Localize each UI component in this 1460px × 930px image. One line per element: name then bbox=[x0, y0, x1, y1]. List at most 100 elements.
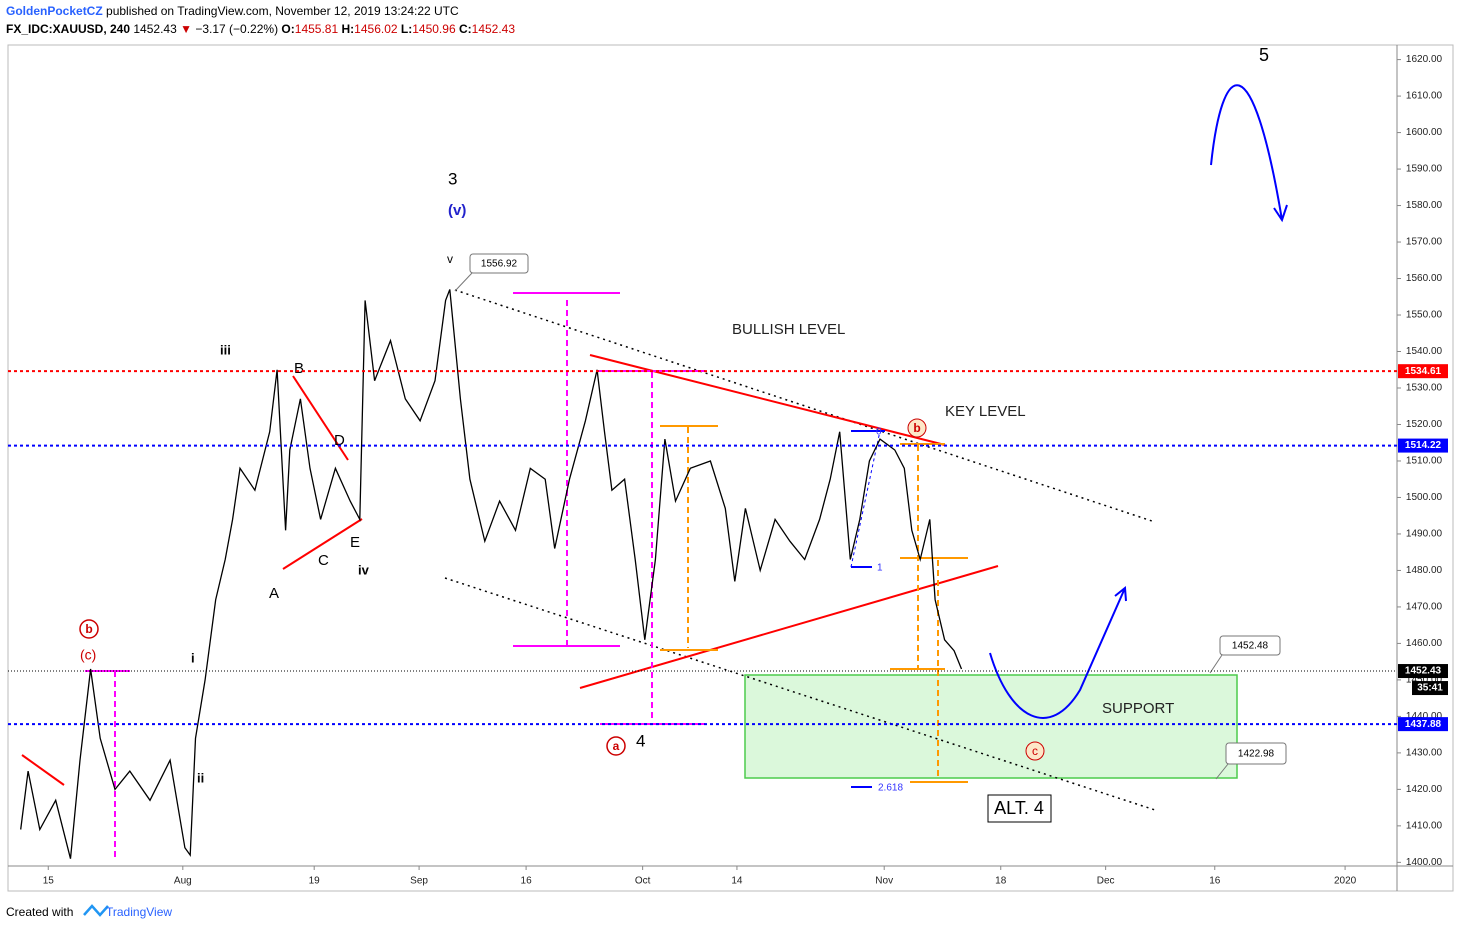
y-tick-label: 1490.00 bbox=[1406, 529, 1443, 540]
y-tick-label: 1550.00 bbox=[1406, 310, 1443, 321]
price-line bbox=[20, 289, 963, 859]
y-tick-label: 1600.00 bbox=[1406, 127, 1443, 138]
header-line: GoldenPocketCZ published on TradingView.… bbox=[6, 4, 459, 18]
orange-projections bbox=[660, 425, 968, 783]
y-tick-label: 1420.00 bbox=[1406, 784, 1443, 795]
trend-line bbox=[21, 754, 65, 786]
y-tick-label: 1530.00 bbox=[1406, 383, 1443, 394]
wave-label: i bbox=[191, 650, 195, 665]
o-label: O: bbox=[281, 22, 294, 36]
open: 1455.81 bbox=[295, 22, 339, 36]
y-tick-label: 1480.00 bbox=[1406, 565, 1443, 576]
red-lines bbox=[21, 354, 999, 786]
price-box-label: 1422.98 bbox=[1238, 749, 1275, 760]
price-box bbox=[469, 253, 529, 274]
wave-label: iv bbox=[358, 562, 370, 577]
price-box bbox=[1225, 742, 1287, 765]
x-tick-label: 2020 bbox=[1334, 876, 1357, 887]
callout bbox=[1215, 763, 1229, 780]
price-box bbox=[1219, 635, 1281, 656]
x-tick-label: 18 bbox=[995, 876, 1007, 887]
y-tick-label: 1470.00 bbox=[1406, 602, 1443, 613]
close: 1452.43 bbox=[472, 22, 516, 36]
wave-label: 3 bbox=[448, 169, 457, 188]
h-label: H: bbox=[342, 22, 355, 36]
l-label: L: bbox=[401, 22, 412, 36]
wave-label: (c) bbox=[80, 647, 96, 663]
fib-labels: 0 1 2.618 bbox=[876, 427, 903, 794]
symbol: FX_IDC:XAUUSD, 240 bbox=[6, 22, 130, 36]
forecast-path bbox=[1210, 84, 1288, 223]
y-tick-label: 1460.00 bbox=[1406, 638, 1443, 649]
countdown: 35:41 bbox=[1417, 683, 1443, 694]
x-tick-label: 16 bbox=[521, 876, 533, 887]
callout bbox=[1209, 654, 1223, 674]
fib-line bbox=[850, 430, 881, 568]
wave-label: 5 bbox=[1259, 45, 1269, 65]
y-tick-label: 1540.00 bbox=[1406, 346, 1443, 357]
symbol-line: FX_IDC:XAUUSD, 240 1452.43 ▼ −3.17 (−0.2… bbox=[6, 22, 515, 36]
wave-label: ii bbox=[197, 770, 204, 785]
x-tick-label: 19 bbox=[309, 876, 321, 887]
wave-circle bbox=[907, 418, 927, 438]
wave-label: b bbox=[85, 622, 92, 636]
y-tick-label: 1580.00 bbox=[1406, 200, 1443, 211]
y-tick-label: 1560.00 bbox=[1406, 273, 1443, 284]
arrow: ▼ bbox=[180, 22, 192, 36]
price-box-label: 1452.48 bbox=[1232, 641, 1269, 652]
callout bbox=[454, 272, 473, 292]
wave-label: c bbox=[1032, 744, 1038, 758]
countdown-tag bbox=[1412, 681, 1448, 696]
zone-label: KEY LEVEL bbox=[945, 403, 1026, 420]
level-label: 1452.43 bbox=[1405, 666, 1442, 677]
wave-label: B bbox=[294, 360, 304, 377]
wave-label: iii bbox=[220, 342, 231, 357]
wave-label: A bbox=[269, 585, 279, 602]
x-tick-label: 16 bbox=[1209, 876, 1221, 887]
footer-created: Created with bbox=[6, 905, 73, 919]
trend-line bbox=[579, 565, 999, 689]
wave-circle bbox=[606, 736, 626, 756]
wave-label: (v) bbox=[448, 202, 466, 219]
x-tick-label: 14 bbox=[731, 876, 743, 887]
plot: 0 1 2.618 3 (v) v iii B D C E A iv i ii … bbox=[21, 45, 1288, 860]
magenta-projections bbox=[85, 292, 705, 860]
x-tick-label: 15 bbox=[43, 876, 55, 887]
trend-line bbox=[444, 577, 1156, 811]
level-tag bbox=[1398, 664, 1448, 679]
trend-line bbox=[282, 518, 363, 570]
y-tick-label: 1450.00 bbox=[1406, 675, 1443, 686]
level-label: 1514.22 bbox=[1405, 440, 1442, 451]
y-tick-label: 1510.00 bbox=[1406, 456, 1443, 467]
y-tick-label: 1410.00 bbox=[1406, 821, 1443, 832]
y-tick-label: 1520.00 bbox=[1406, 419, 1443, 430]
wave-label: v bbox=[447, 252, 453, 266]
logo bbox=[83, 904, 109, 917]
x-tick-label: Oct bbox=[635, 876, 651, 887]
level-label: 1437.88 bbox=[1405, 719, 1442, 730]
y-tick-label: 1400.00 bbox=[1406, 857, 1443, 868]
y-tick-label: 1440.00 bbox=[1406, 711, 1443, 722]
x-tick-label: Sep bbox=[410, 876, 428, 887]
wave-label: a bbox=[613, 739, 620, 753]
wave-label: C bbox=[318, 552, 329, 569]
forecast-path bbox=[989, 586, 1127, 719]
blue-paths bbox=[850, 84, 1288, 788]
published: published on TradingView.com, November 1… bbox=[103, 4, 459, 18]
level-label: 1534.61 bbox=[1405, 366, 1442, 377]
x-tick-label: Aug bbox=[174, 876, 192, 887]
chart-frame bbox=[7, 44, 1454, 892]
level-tag bbox=[1398, 717, 1448, 732]
wave-label: E bbox=[350, 534, 360, 551]
y-tick-label: 1430.00 bbox=[1406, 748, 1443, 759]
y-tick-label: 1590.00 bbox=[1406, 164, 1443, 175]
wave-label: b bbox=[913, 421, 920, 435]
y-tick-label: 1620.00 bbox=[1406, 54, 1443, 65]
change: −3.17 (−0.22%) bbox=[195, 22, 278, 36]
y-tick-label: 1610.00 bbox=[1406, 91, 1443, 102]
high: 1456.02 bbox=[354, 22, 398, 36]
y-tick-label: 1570.00 bbox=[1406, 237, 1443, 248]
x-tick-label: Nov bbox=[875, 876, 893, 887]
